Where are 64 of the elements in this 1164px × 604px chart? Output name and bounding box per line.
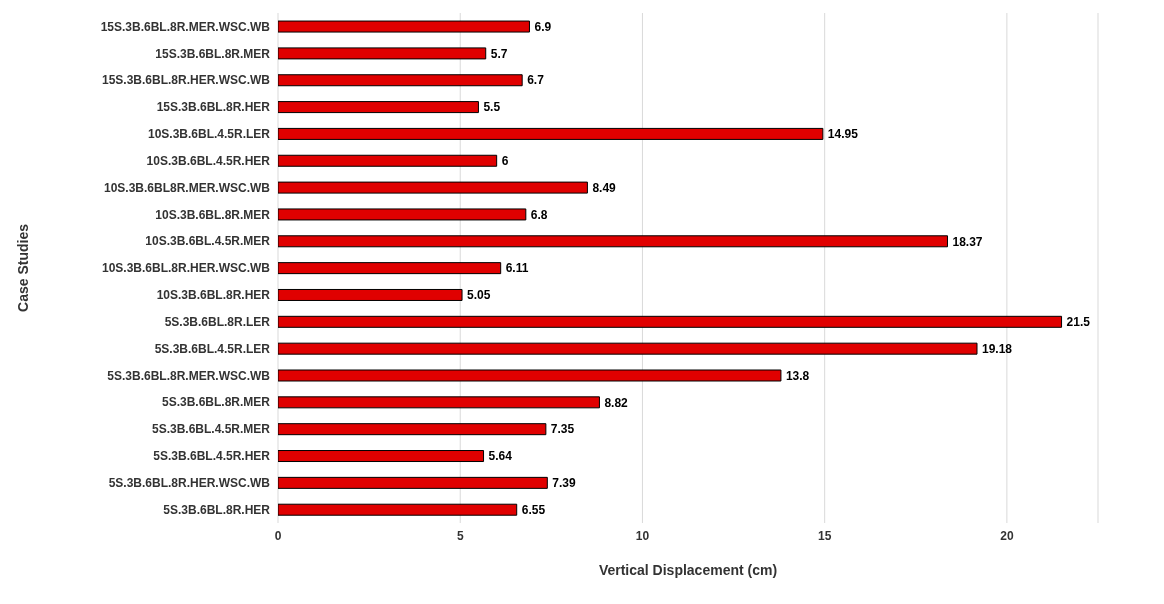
- y-tick-label: 10S.3B.6BL.4.5R.MER: [145, 234, 271, 249]
- bar: [278, 154, 498, 167]
- y-tick-label: 5S.3B.6BL.8R.HER: [163, 502, 271, 517]
- bar: [278, 369, 782, 382]
- x-tick-label: 5: [456, 528, 464, 543]
- bar: [278, 288, 463, 301]
- bar: [278, 74, 523, 87]
- data-label: 8.49: [592, 180, 617, 195]
- bar: [278, 262, 502, 275]
- x-tick-label: 20: [1000, 528, 1014, 543]
- bar: [278, 20, 530, 33]
- bar: [278, 503, 518, 516]
- bar: [278, 315, 1063, 328]
- y-tick-label: 5S.3B.6BL.8R.HER.WSC.WB: [108, 476, 271, 490]
- y-tick-label: 5S.3B.6BL.8R.LER: [164, 314, 271, 329]
- y-tick-label: 5S.3B.6BL.4.5R.LER: [154, 341, 271, 356]
- bar: [278, 127, 824, 140]
- y-tick-label: 10S.3B.6BL.8R.HER: [156, 288, 271, 303]
- data-label: 6.7: [527, 73, 545, 88]
- x-axis-title: Vertical Displacement (cm): [598, 561, 778, 578]
- bar: [278, 47, 487, 60]
- data-label: 7.39: [552, 476, 577, 491]
- y-tick-label: 5S.3B.6BL.8R.MER: [161, 395, 271, 410]
- data-label: 6.55: [521, 502, 546, 517]
- x-tick-label: 10: [635, 528, 650, 543]
- data-label: 6.9: [534, 19, 552, 34]
- data-label: 5.5: [483, 100, 501, 115]
- y-tick-label: 10S.3B.6BL.8R.MER: [155, 207, 271, 222]
- data-label: 6: [501, 154, 509, 169]
- data-label: 8.82: [604, 395, 629, 410]
- y-axis-title: Case Studies: [14, 223, 31, 312]
- bar: [278, 342, 978, 355]
- y-tick-label: 10S.3B.6BL8R.MER.WSC.WB: [103, 180, 271, 195]
- bar: [278, 208, 527, 221]
- bar: [278, 423, 547, 436]
- data-label: 5.64: [488, 449, 513, 464]
- data-label: 13.8: [785, 368, 810, 383]
- data-label: 5.7: [490, 46, 508, 61]
- bar: [278, 181, 588, 194]
- x-tick-label: 0: [274, 528, 282, 543]
- data-label: 7.35: [550, 422, 575, 437]
- bar: [278, 396, 600, 409]
- y-tick-label: 5S.3B.6BL.8R.MER.WSC.WB: [107, 368, 271, 383]
- y-tick-label: 5S.3B.6BL.4.5R.HER: [153, 449, 271, 464]
- y-tick-label: 10S.3B.6BL.4.5R.LER: [147, 127, 271, 142]
- data-label: 14.95: [827, 127, 859, 142]
- bar: [278, 235, 948, 248]
- bar: [278, 101, 479, 114]
- y-tick-label: 5S.3B.6BL.4.5R.MER: [151, 422, 271, 437]
- y-tick-label: 15S.3B.6BL.8R.HER: [156, 100, 271, 115]
- y-tick-label: 10S.3B.6BL.8R.HER.WSC.WB: [101, 261, 271, 276]
- bar: [278, 476, 548, 489]
- data-label: 18.37: [952, 234, 983, 249]
- data-label: 6.11: [505, 261, 529, 276]
- y-tick-label: 15S.3B.6BL.8R.MER.WSC.WB: [100, 19, 271, 34]
- y-tick-label: 10S.3B.6BL.4.5R.HER: [146, 153, 271, 168]
- x-tick-label: 15: [817, 528, 832, 543]
- data-label: 6.8: [530, 207, 548, 222]
- y-tick-label: 15S.3B.6BL.8R.MER: [155, 46, 271, 61]
- data-label: 21.5: [1066, 315, 1091, 330]
- y-tick-label: 15S.3B.6BL.8R.HER.WSC.WB: [101, 73, 271, 88]
- data-label: 19.18: [982, 341, 1013, 356]
- bar: [278, 450, 485, 463]
- data-label: 5.05: [467, 288, 491, 303]
